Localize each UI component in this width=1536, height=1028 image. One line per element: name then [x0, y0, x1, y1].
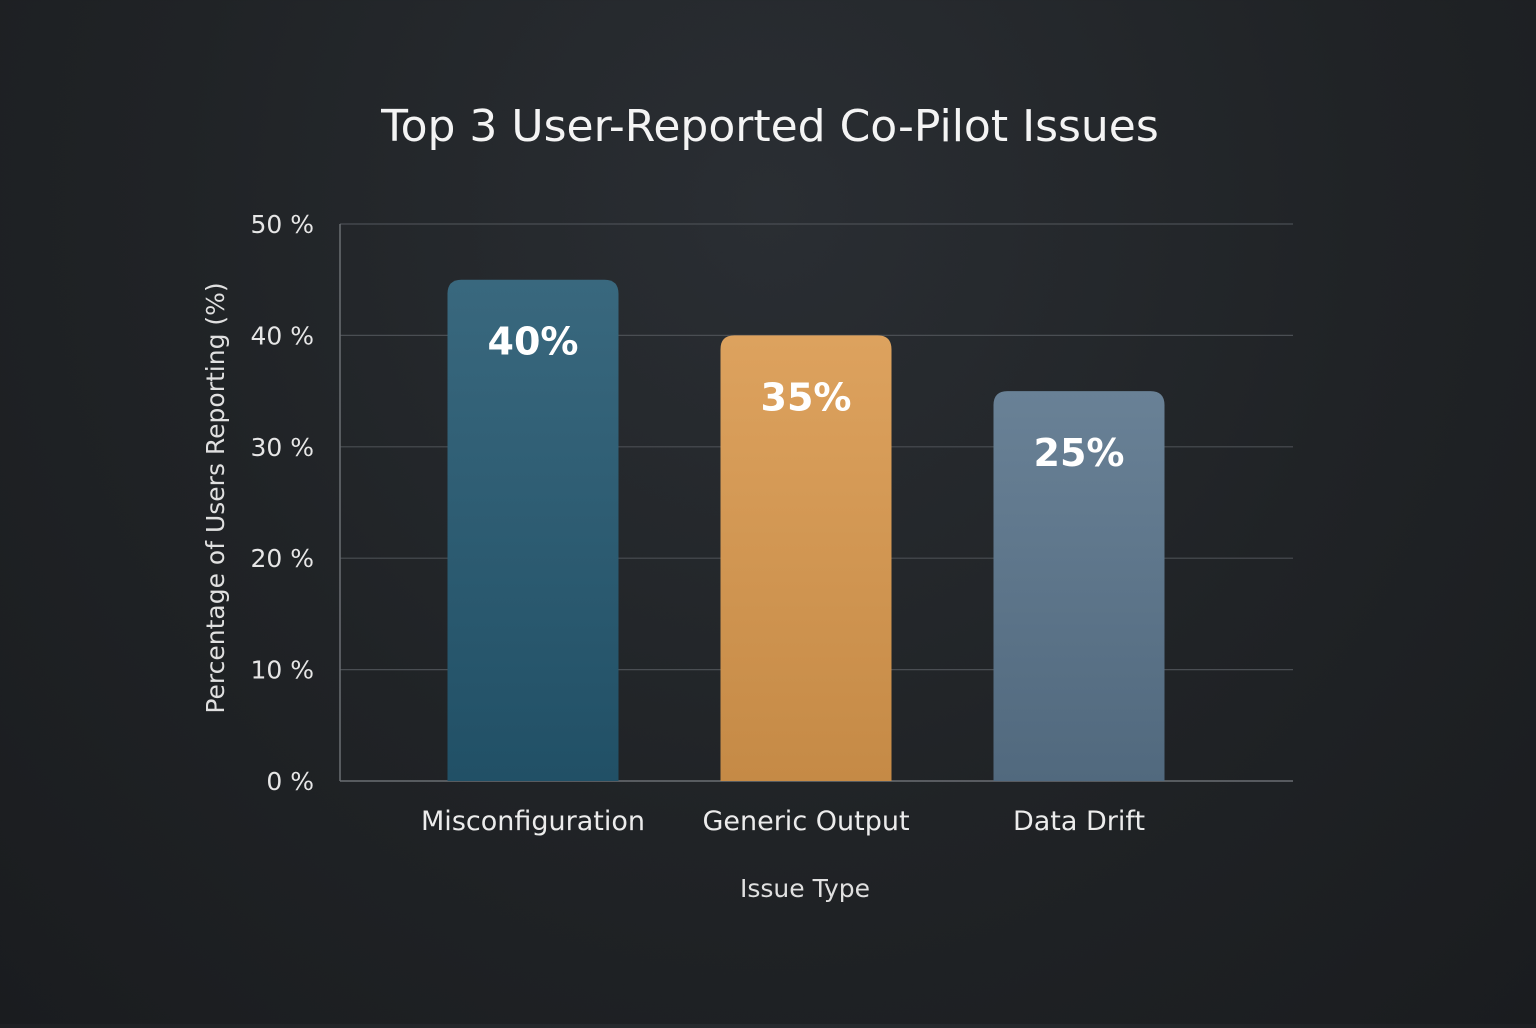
- y-tick-label: 30 %: [250, 433, 314, 462]
- bar-data-drift: [993, 391, 1165, 781]
- x-tick-label: Data Drift: [1013, 806, 1145, 837]
- data-label: 35%: [761, 375, 852, 419]
- chart-title: Top 3 User-Reported Co-Pilot Issues: [380, 101, 1159, 152]
- y-tick-label: 20 %: [250, 544, 314, 573]
- x-axis-label: Issue Type: [740, 874, 870, 903]
- bars: [447, 279, 1165, 781]
- y-tick-label: 0 %: [266, 767, 314, 796]
- bar-generic-output: [720, 335, 892, 781]
- y-axis-label: Percentage of Users Reporting (%): [201, 282, 230, 713]
- data-label: 25%: [1034, 431, 1125, 475]
- y-tick-label: 10 %: [250, 656, 314, 685]
- x-axis-categories: Misconfiguration Generic Output Data Drift: [421, 806, 1145, 837]
- data-labels: 40% 35% 25%: [488, 320, 1125, 475]
- data-label: 40%: [488, 320, 579, 364]
- y-axis-ticks: 0 % 10 % 20 % 30 % 40 % 50 %: [250, 210, 314, 796]
- y-tick-label: 40 %: [250, 321, 314, 350]
- x-tick-label: Generic Output: [702, 806, 909, 837]
- y-tick-label: 50 %: [250, 210, 314, 239]
- x-tick-label: Misconfiguration: [421, 806, 645, 837]
- bar-misconfiguration: [447, 279, 619, 781]
